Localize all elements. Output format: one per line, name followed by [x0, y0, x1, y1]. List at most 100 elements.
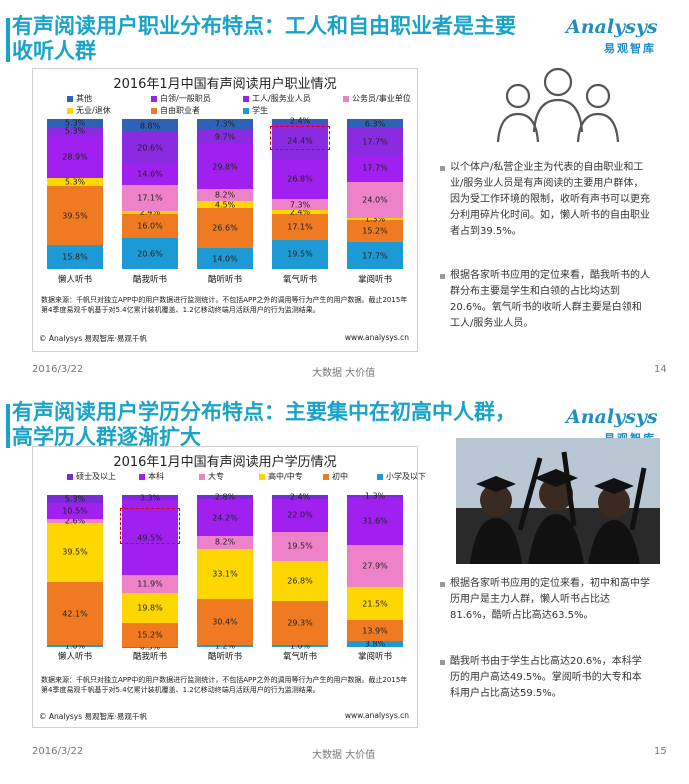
title-accent-bar	[6, 404, 10, 448]
data-label: 17.1%	[287, 222, 313, 232]
bullet-dot	[440, 274, 445, 279]
bar-segment: 28.9%	[47, 134, 103, 179]
data-label: 5.3%	[64, 126, 86, 136]
bar-segment: 1.0%	[272, 642, 328, 651]
slide-title-line1: 有声阅读用户职业分布特点：工人和自由职业者是主要	[12, 14, 516, 38]
footer-date: 2016/3/22	[32, 364, 84, 375]
bar-segment: 39.5%	[47, 186, 103, 246]
bullet-1: 根据各家听书应用的定位来看，初中和高中学历用户是主力人群，懒人听书占比达81.6…	[440, 576, 650, 624]
data-label: 17.1%	[137, 193, 163, 203]
bar-segment: 16.0%	[122, 214, 178, 239]
legend-swatch	[377, 473, 383, 480]
data-label: 29.8%	[212, 162, 238, 172]
legend-label: 小学及以下	[386, 472, 426, 481]
data-label: 6.3%	[364, 119, 386, 129]
chart-title: 2016年1月中国有声阅读用户职业情况	[113, 77, 337, 92]
slide-title-line2: 高学历人群逐渐扩大	[12, 425, 201, 449]
bar-segment: 24.4%	[272, 122, 328, 160]
bar-segment: 4.5%	[197, 200, 253, 210]
bar-segment: 8.2%	[197, 536, 253, 549]
legend-label: 硕士及以上	[76, 472, 116, 481]
category-label: 酷我听书	[132, 652, 167, 662]
stacked-bar-plot: 1.0% 42.1% 39.5% 2.6% 10.5% 5.3% 懒人听书 0.3% 15.2%…	[33, 447, 417, 727]
bullet-dot	[440, 582, 445, 587]
legend-item: 硕士及以上	[67, 471, 116, 482]
bar-segment: 14.6%	[122, 163, 178, 185]
bar-segment: 21.5%	[347, 587, 403, 621]
legend-label: 高中/中专	[268, 472, 303, 481]
data-label: 1.3%	[364, 491, 386, 501]
bar-segment: 26.8%	[272, 561, 328, 602]
legend-swatch	[151, 95, 157, 102]
data-label: 5.3%	[64, 494, 86, 504]
legend-item: 无业/退休	[67, 105, 111, 116]
bar-segment: 13.9%	[347, 620, 403, 642]
data-label: 31.6%	[362, 516, 388, 526]
data-label: 15.8%	[62, 252, 88, 262]
highlight-box	[270, 126, 330, 151]
bar-segment: 5.3%	[47, 494, 103, 504]
data-label: 2.4%	[289, 207, 311, 217]
data-label: 39.5%	[62, 547, 88, 557]
legend-label: 自由职业者	[160, 106, 200, 115]
category-label: 酷听听书	[207, 275, 242, 285]
legend-swatch	[139, 473, 145, 480]
highlight-box	[120, 507, 180, 544]
bullet-text: 根据各家听书应用的定位来看，酷我听书的人群分布主要是学生和白领的占比均达到20.…	[450, 270, 650, 329]
stacked-bar-plot: 15.8% 39.5% 5.3% 28.9% 5.3% 5.3% 懒人听书 20.6% 16.0…	[33, 69, 417, 351]
category-label: 掌阅听书	[357, 652, 392, 662]
data-label: 24.4%	[287, 136, 313, 146]
legend-swatch	[243, 95, 249, 102]
data-label: 2.4%	[289, 492, 311, 502]
bar-segment: 1.0%	[47, 642, 103, 651]
data-label: 4.5%	[214, 200, 236, 210]
legend-swatch	[151, 107, 157, 114]
legend-item: 小学及以下	[377, 471, 426, 482]
legend-item: 白领/一般职员	[151, 93, 211, 104]
bullet-2: 酷我听书由于学生占比高达20.6%，本科学历的用户高达49.5%。掌阅听书的大专…	[440, 654, 650, 702]
bar-segment: 24.2%	[197, 499, 253, 537]
bar-segment: 20.6%	[122, 238, 178, 269]
bar-segment: 2.6%	[47, 516, 103, 525]
category-label: 懒人听书	[57, 652, 92, 662]
data-label: 8.8%	[139, 121, 161, 131]
bar-segment: 49.5%	[122, 500, 178, 576]
data-label: 1.0%	[64, 641, 86, 651]
bar-segment: 2.8%	[197, 493, 253, 502]
data-label: 3.3%	[139, 493, 161, 502]
bar-segment: 2.4%	[122, 208, 178, 217]
legend-swatch	[199, 473, 205, 480]
category-label: 氧气听书	[282, 652, 317, 662]
logo-word: Analysys	[566, 406, 658, 428]
legend-item: 大专	[199, 471, 224, 482]
data-label: 24.2%	[212, 513, 238, 523]
data-label: 1.3%	[364, 214, 386, 224]
data-label: 33.1%	[212, 569, 238, 579]
category-label: 掌阅听书	[357, 275, 392, 285]
data-label: 0.3%	[139, 642, 161, 652]
bar-segment: 15.2%	[122, 623, 178, 647]
data-label: 15.2%	[362, 226, 388, 236]
bar-segment: 30.4%	[197, 598, 253, 646]
bar-segment: 17.1%	[122, 184, 178, 211]
bar-segment: 26.6%	[197, 208, 253, 249]
copyright: © Analysys 易观智库·易观千帆	[39, 712, 147, 721]
slide-page-14: 有声阅读用户职业分布特点：工人和自由职业者是主要 收听人群 Analysys 易…	[6, 14, 667, 379]
data-label: 39.5%	[62, 211, 88, 221]
legend-item: 公务员/事业单位	[343, 93, 411, 104]
data-label: 27.9%	[362, 561, 388, 571]
bar-segment: 6.3%	[347, 119, 403, 129]
data-label: 9.7%	[214, 132, 236, 142]
bar-segment: 17.7%	[347, 155, 403, 182]
legend-item: 自由职业者	[151, 105, 200, 116]
bullet-2: 根据各家听书应用的定位来看，酷我听书的人群分布主要是学生和白领的占比均达到20.…	[440, 268, 650, 332]
slide-title-line2: 收听人群	[12, 39, 96, 63]
data-source-note: 数据来源：千帆只对独立APP中的用户数据进行监测统计，不包括APP之外的调用等行…	[41, 296, 408, 314]
bar-segment: 2.4%	[272, 116, 328, 125]
bar-segment: 5.3%	[47, 118, 103, 127]
slide-page-15: 有声阅读用户学历分布特点：主要集中在初高中人群， 高学历人群逐渐扩大 Analy…	[0, 392, 689, 784]
data-label: 16.0%	[137, 221, 163, 231]
legend-item: 工人/服务业人员	[243, 93, 311, 104]
people-group-icon	[458, 60, 658, 150]
data-label: 1.0%	[289, 641, 311, 651]
